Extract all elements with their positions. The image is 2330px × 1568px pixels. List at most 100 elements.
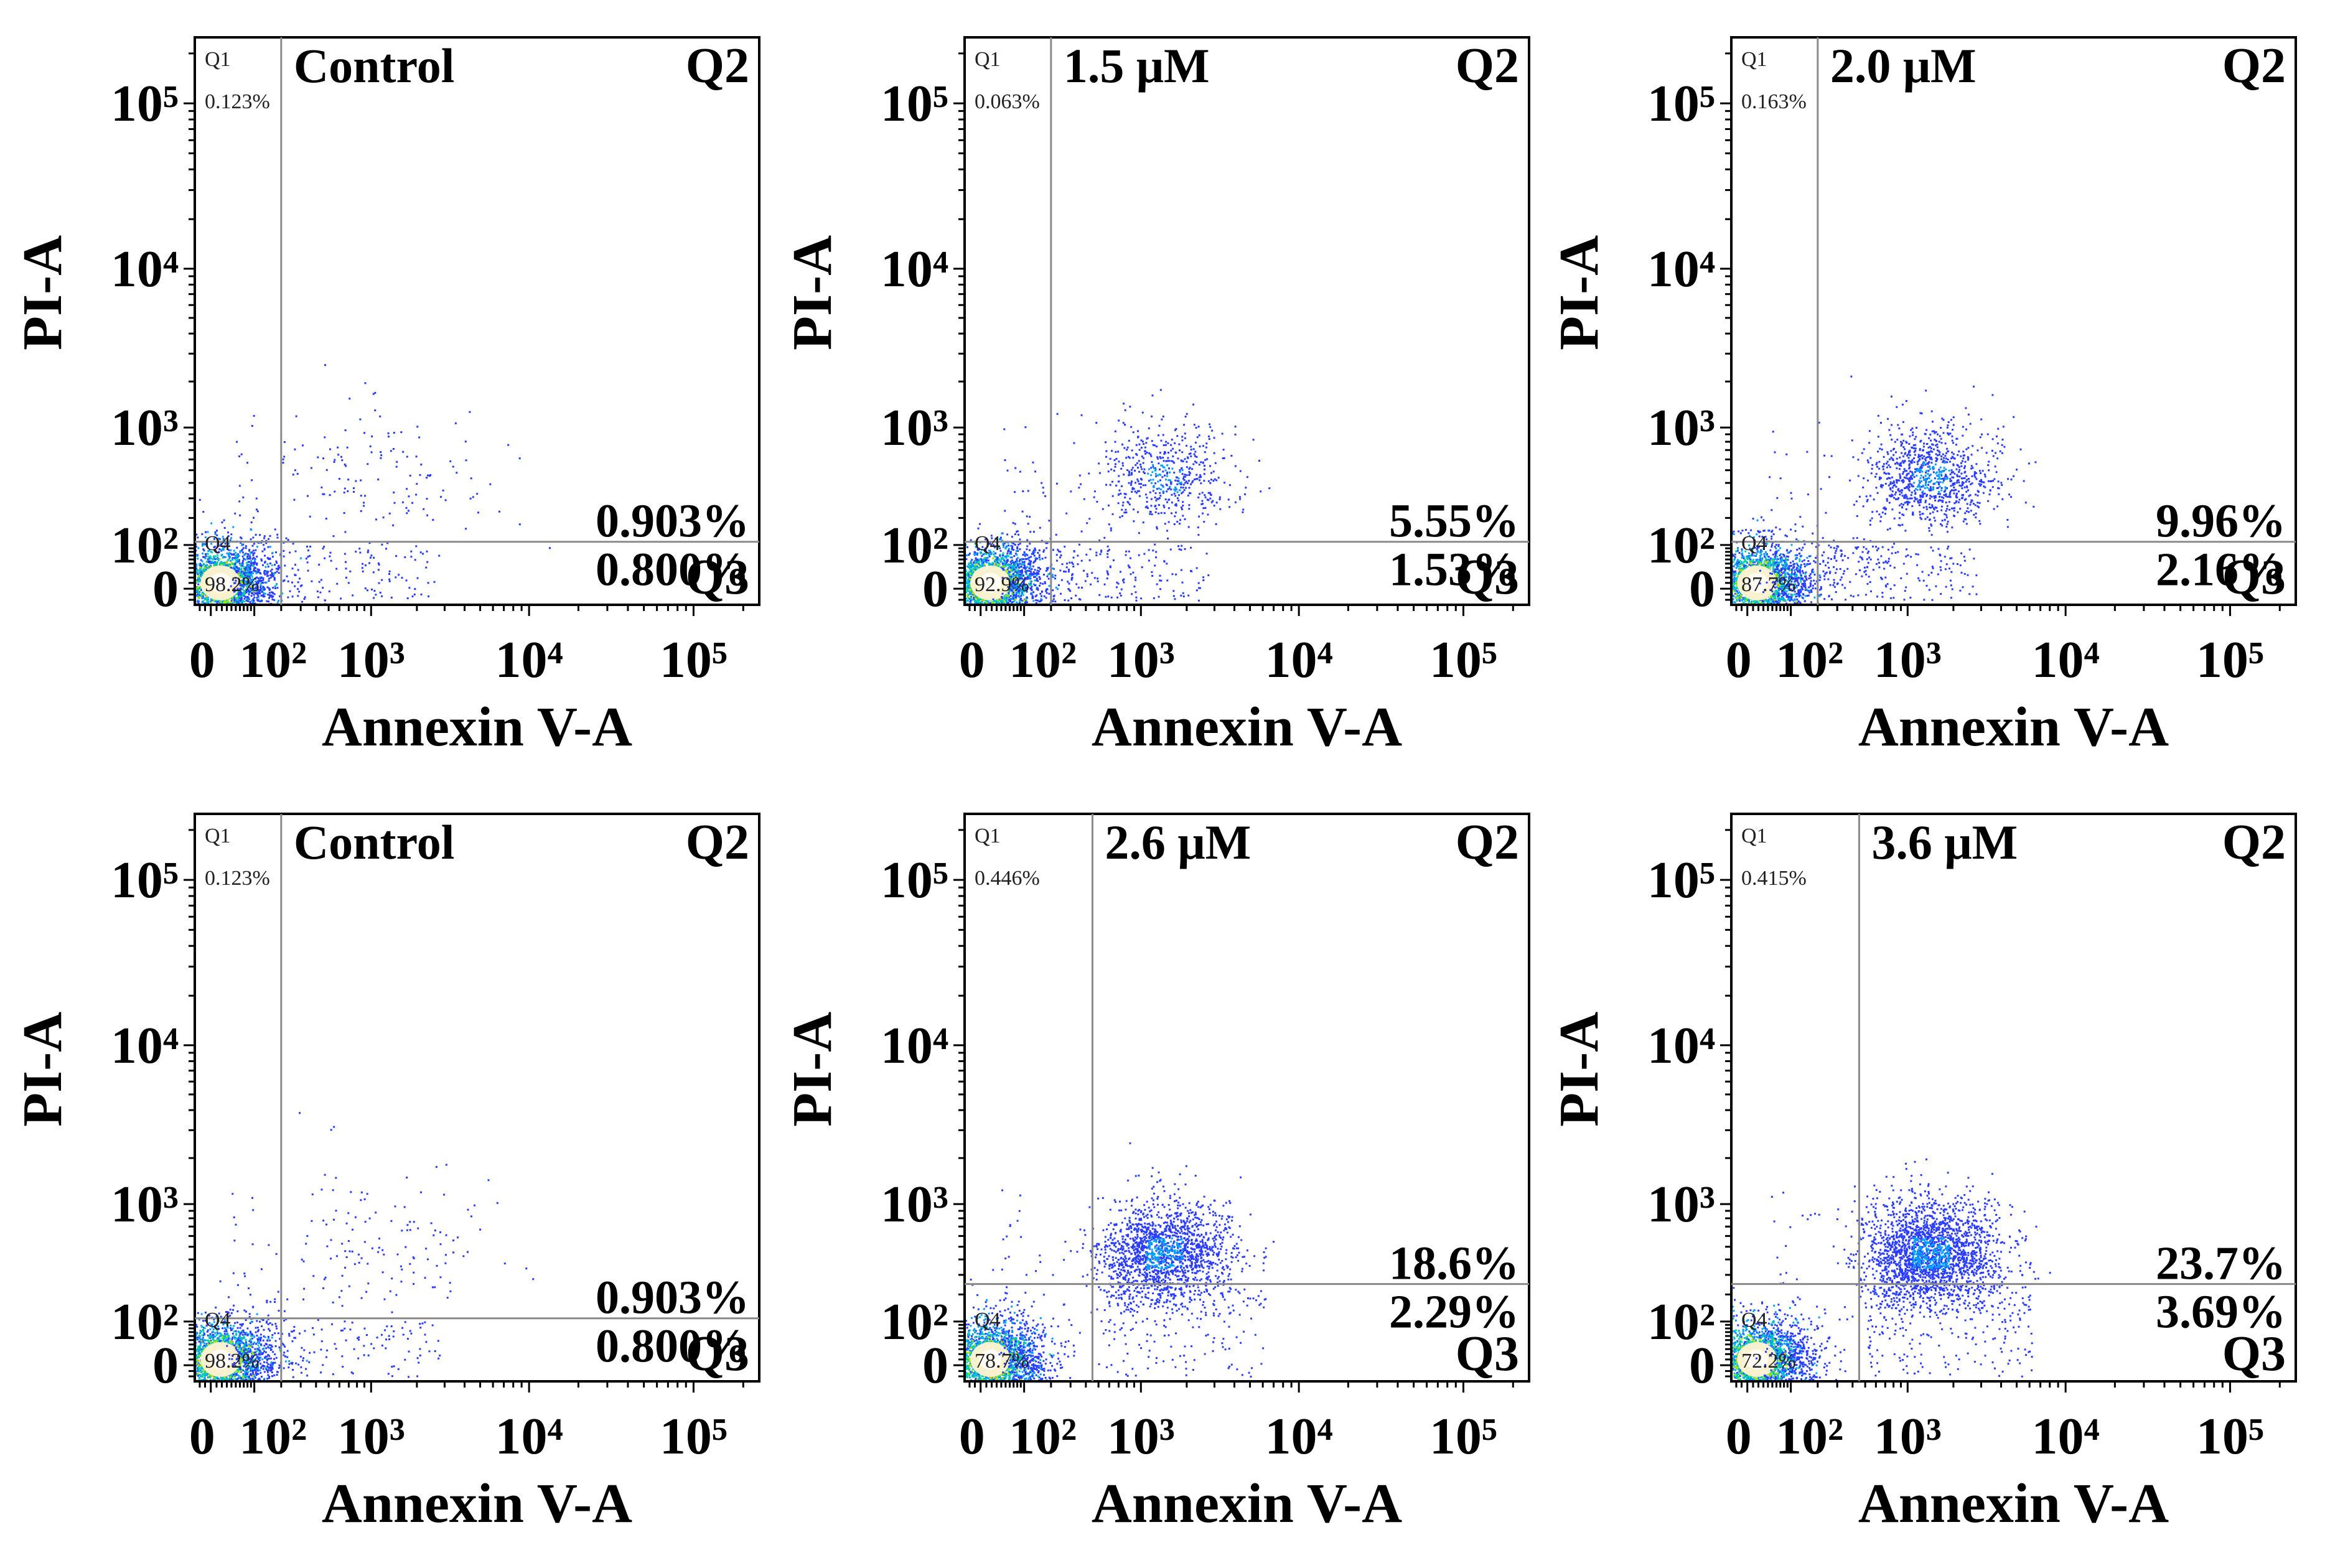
event-dots — [966, 389, 1271, 604]
q3-percent: 1.53% — [1389, 544, 1519, 596]
x-tick-label: 10³ — [1107, 631, 1175, 689]
x-axis-title: Annexin V-A — [1858, 696, 2169, 758]
panel-title: 3.6 μM — [1871, 815, 2018, 869]
x-tick-label: 10⁵ — [660, 1407, 728, 1465]
y-tick-label: 0 — [1689, 560, 1715, 618]
y-tick-label: 10² — [1647, 1293, 1715, 1351]
x-tick-label: 10⁴ — [495, 631, 563, 689]
y-axis-title: PI-A — [12, 235, 73, 350]
live-cell-density-2 — [196, 551, 284, 604]
y-axis-title: PI-A — [782, 1012, 843, 1127]
panel-title: 2.0 μM — [1830, 39, 1977, 93]
live-cell-tail — [1757, 532, 1816, 604]
x-tick-label: 0 — [189, 631, 215, 689]
x-tick-label: 10³ — [1874, 1407, 1942, 1465]
live-cell-core-center — [979, 1349, 1002, 1370]
q4-percent: 92.9% — [975, 573, 1029, 596]
q3-label: Q3 — [686, 1327, 749, 1381]
y-axis-ticks — [1720, 829, 1731, 1378]
y-tick-label: 10⁵ — [111, 75, 179, 133]
q2-percent: 5.55% — [1389, 495, 1519, 548]
live-cell-core-center — [1746, 572, 1769, 593]
x-axis-ticks — [199, 605, 744, 616]
q4-percent: 98.2% — [205, 1350, 260, 1373]
x-tick-label: 10⁴ — [1265, 1407, 1333, 1465]
y-tick-label: 10³ — [111, 1175, 179, 1233]
panel-title: 2.6 μM — [1105, 815, 1251, 869]
x-axis-ticks — [968, 1381, 1514, 1393]
y-tick-label: 0 — [152, 560, 179, 618]
x-tick-label: 10³ — [1107, 1407, 1175, 1465]
q2-label: Q2 — [2222, 815, 2286, 870]
y-tick-label: 10⁵ — [1647, 75, 1715, 133]
q2-label: Q2 — [1456, 39, 1519, 93]
q1-label: Q1 — [975, 824, 1001, 847]
x-tick-label: 0 — [189, 1407, 215, 1465]
x-tick-label: 10² — [239, 1407, 307, 1465]
plot-frame — [1730, 36, 2297, 606]
y-tick-label: 10⁴ — [881, 240, 948, 298]
live-cell-tail — [1756, 1314, 1817, 1380]
q1-percent: 0.163% — [1741, 90, 1807, 113]
live-cell-density-1 — [966, 1299, 1055, 1380]
y-axis-title: PI-A — [1548, 235, 1610, 350]
x-tick-label: 10² — [239, 631, 307, 689]
y-tick-label: 10⁵ — [881, 75, 948, 133]
q3-percent: 2.16% — [2156, 544, 2286, 596]
x-tick-label: 10⁴ — [2032, 1407, 2100, 1465]
y-tick-label: 10² — [881, 516, 948, 574]
y-axis-ticks — [184, 829, 195, 1378]
y-tick-label: 0 — [152, 1337, 179, 1394]
x-tick-label: 10⁵ — [1429, 1407, 1497, 1465]
q2-label: Q2 — [686, 39, 749, 93]
q3-percent: 0.800% — [596, 1320, 749, 1373]
y-tick-label: 10⁴ — [1647, 240, 1715, 298]
plot-frame — [963, 813, 1530, 1383]
y-tick-label: 10⁵ — [881, 851, 948, 909]
x-tick-label: 10⁴ — [2032, 631, 2100, 689]
q2-label: Q2 — [1456, 815, 1519, 870]
y-tick-label: 10⁵ — [1647, 851, 1715, 909]
q3-label: Q3 — [686, 550, 749, 605]
q2-percent: 0.903% — [596, 1272, 749, 1324]
y-axis-title: PI-A — [1548, 1012, 1610, 1127]
event-dots — [1733, 375, 2037, 604]
x-tick-label: 10³ — [337, 1407, 405, 1465]
plot-frame — [194, 813, 760, 1383]
q3-percent: 3.69% — [2156, 1286, 2286, 1338]
x-axis-ticks — [1735, 1381, 2281, 1393]
late-apoptotic-dense-dots — [1147, 464, 1184, 493]
y-tick-label: 10² — [111, 1293, 179, 1351]
x-tick-label: 10³ — [337, 631, 405, 689]
late-apoptotic-dense-dots — [1145, 1237, 1184, 1271]
y-axis-ticks — [184, 52, 195, 601]
q1-percent: 0.446% — [975, 867, 1040, 890]
x-axis-ticks — [199, 1381, 744, 1393]
y-axis-title: PI-A — [782, 235, 843, 350]
q4-label: Q4 — [205, 1309, 231, 1332]
y-tick-label: 10⁴ — [881, 1017, 948, 1075]
x-tick-label: 10² — [1776, 631, 1843, 689]
q1-label: Q1 — [1741, 824, 1767, 847]
y-axis-title: PI-A — [12, 1012, 73, 1127]
y-tick-label: 10⁴ — [111, 240, 179, 298]
late-apoptotic-dots — [1063, 1142, 1275, 1335]
y-axis-ticks — [1720, 52, 1731, 601]
x-axis-title: Annexin V-A — [1858, 1473, 2169, 1534]
q1-percent: 0.123% — [205, 867, 270, 890]
event-dots — [1733, 1158, 2051, 1380]
y-tick-label: 10³ — [881, 399, 948, 457]
live-cell-core-center — [979, 572, 1002, 593]
q2-percent: 23.7% — [2156, 1238, 2286, 1290]
y-tick-label: 0 — [922, 560, 948, 618]
live-cell-core-center — [209, 572, 232, 593]
q2-label: Q2 — [686, 815, 749, 870]
y-tick-label: 10³ — [1647, 399, 1715, 457]
y-tick-label: 10² — [1647, 516, 1715, 574]
x-tick-label: 0 — [1726, 1407, 1752, 1465]
